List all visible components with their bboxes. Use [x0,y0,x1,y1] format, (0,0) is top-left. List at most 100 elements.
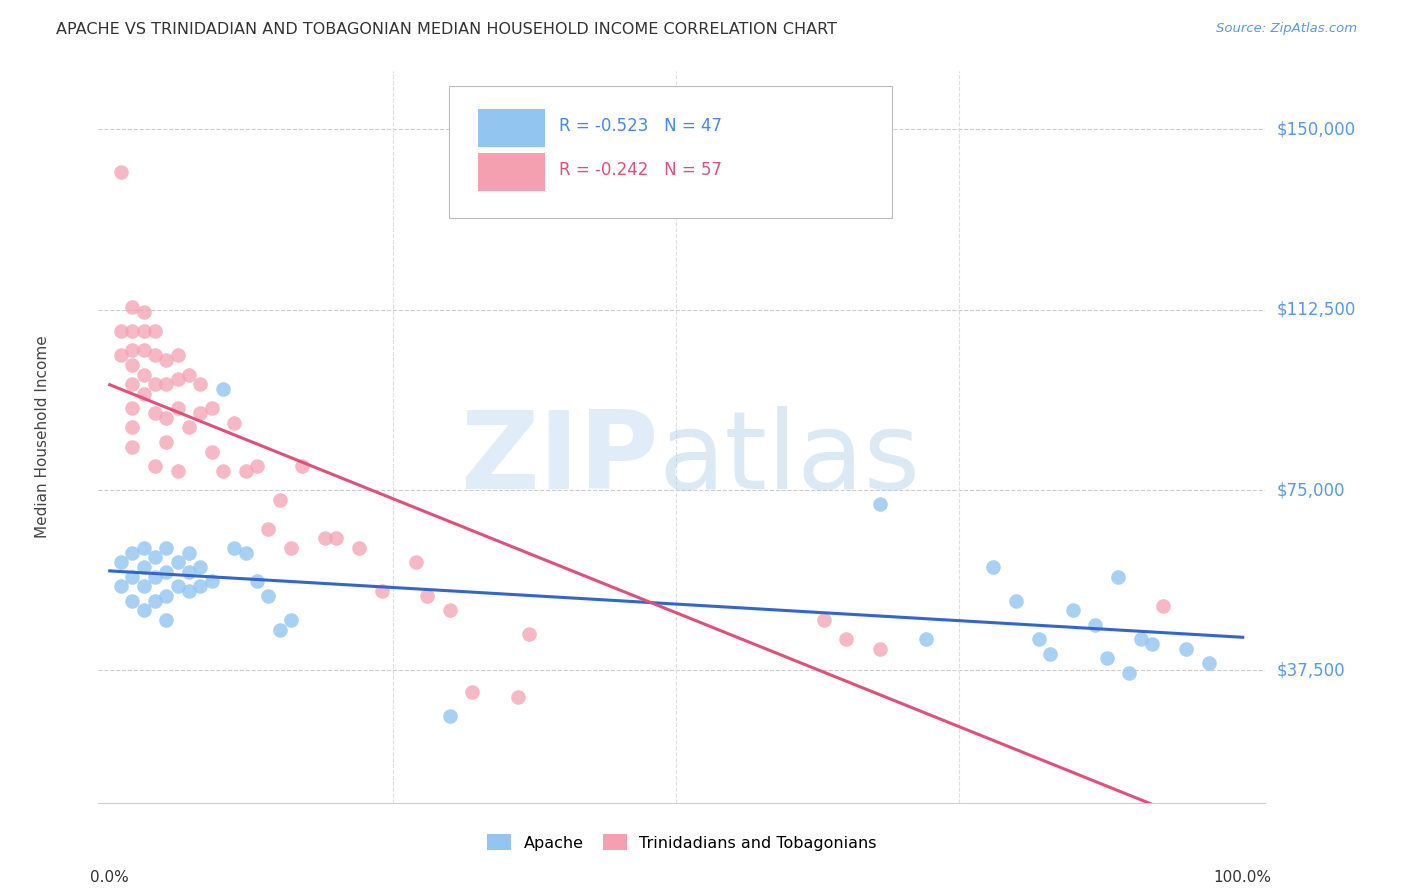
Text: Median Household Income: Median Household Income [35,335,49,539]
Point [110,324,132,338]
Point [177,584,200,599]
Point [121,401,143,416]
Text: $37,500: $37,500 [1277,662,1346,680]
Point [166,579,188,593]
Point [1118,665,1140,680]
Point [155,565,177,579]
Text: $75,000: $75,000 [1277,481,1346,499]
Text: ZIP: ZIP [460,406,658,512]
Point [155,410,177,425]
Point [155,377,177,392]
Point [1107,569,1129,583]
Point [166,372,188,386]
Point [190,560,212,574]
Point [983,560,1005,574]
Point [121,377,143,392]
Point [517,627,540,641]
Point [121,593,143,607]
Text: APACHE VS TRINIDADIAN AND TOBAGONIAN MEDIAN HOUSEHOLD INCOME CORRELATION CHART: APACHE VS TRINIDADIAN AND TOBAGONIAN MED… [56,22,837,37]
Point [132,368,155,382]
Point [1152,599,1174,613]
Point [166,348,188,362]
Point [143,569,166,583]
Point [143,324,166,338]
Point [1084,617,1107,632]
Point [269,623,291,637]
Text: atlas: atlas [658,406,921,512]
Point [280,541,302,555]
Point [143,348,166,362]
Point [461,685,484,699]
Point [110,348,132,362]
Point [155,613,177,627]
Point [121,420,143,434]
Bar [478,109,546,146]
Point [132,560,155,574]
Point [177,545,200,559]
Point [177,565,200,579]
Point [224,541,246,555]
Point [1175,641,1198,656]
Point [190,579,212,593]
Point [439,709,461,723]
Point [201,574,224,589]
Point [132,579,155,593]
Point [325,531,347,545]
Point [143,406,166,420]
Point [121,545,143,559]
Point [132,305,155,319]
Point [257,589,280,603]
Point [1129,632,1152,647]
Point [121,324,143,338]
Point [291,458,314,473]
Point [121,569,143,583]
Point [416,589,439,603]
Point [110,555,132,569]
Point [246,574,269,589]
Point [314,531,336,545]
Point [1140,637,1163,651]
Point [166,464,188,478]
Point [212,464,235,478]
Point [1062,603,1084,617]
Point [869,498,891,512]
Point [280,613,302,627]
Point [132,541,155,555]
Point [190,406,212,420]
Point [813,613,835,627]
Point [212,382,235,396]
Point [132,603,155,617]
Point [190,377,212,392]
Text: $150,000: $150,000 [1277,120,1355,138]
Point [269,492,291,507]
Point [177,420,200,434]
Point [869,641,891,656]
Text: Source: ZipAtlas.com: Source: ZipAtlas.com [1216,22,1357,36]
Point [132,324,155,338]
Point [143,377,166,392]
Point [143,550,166,565]
Point [177,368,200,382]
Point [914,632,936,647]
Point [143,593,166,607]
Point [506,690,529,704]
Point [121,358,143,372]
Point [835,632,858,647]
Point [201,401,224,416]
Point [121,343,143,358]
Point [1039,647,1062,661]
FancyBboxPatch shape [449,86,891,218]
Point [246,458,269,473]
Point [155,353,177,368]
Point [121,440,143,454]
Text: 0.0%: 0.0% [90,871,129,885]
Point [439,603,461,617]
Bar [478,153,546,191]
Point [347,541,370,555]
Point [235,545,257,559]
Text: $112,500: $112,500 [1277,301,1355,318]
Text: R = -0.242   N = 57: R = -0.242 N = 57 [560,161,723,179]
Text: 100.0%: 100.0% [1213,871,1272,885]
Text: R = -0.523   N = 47: R = -0.523 N = 47 [560,117,723,136]
Point [405,555,427,569]
